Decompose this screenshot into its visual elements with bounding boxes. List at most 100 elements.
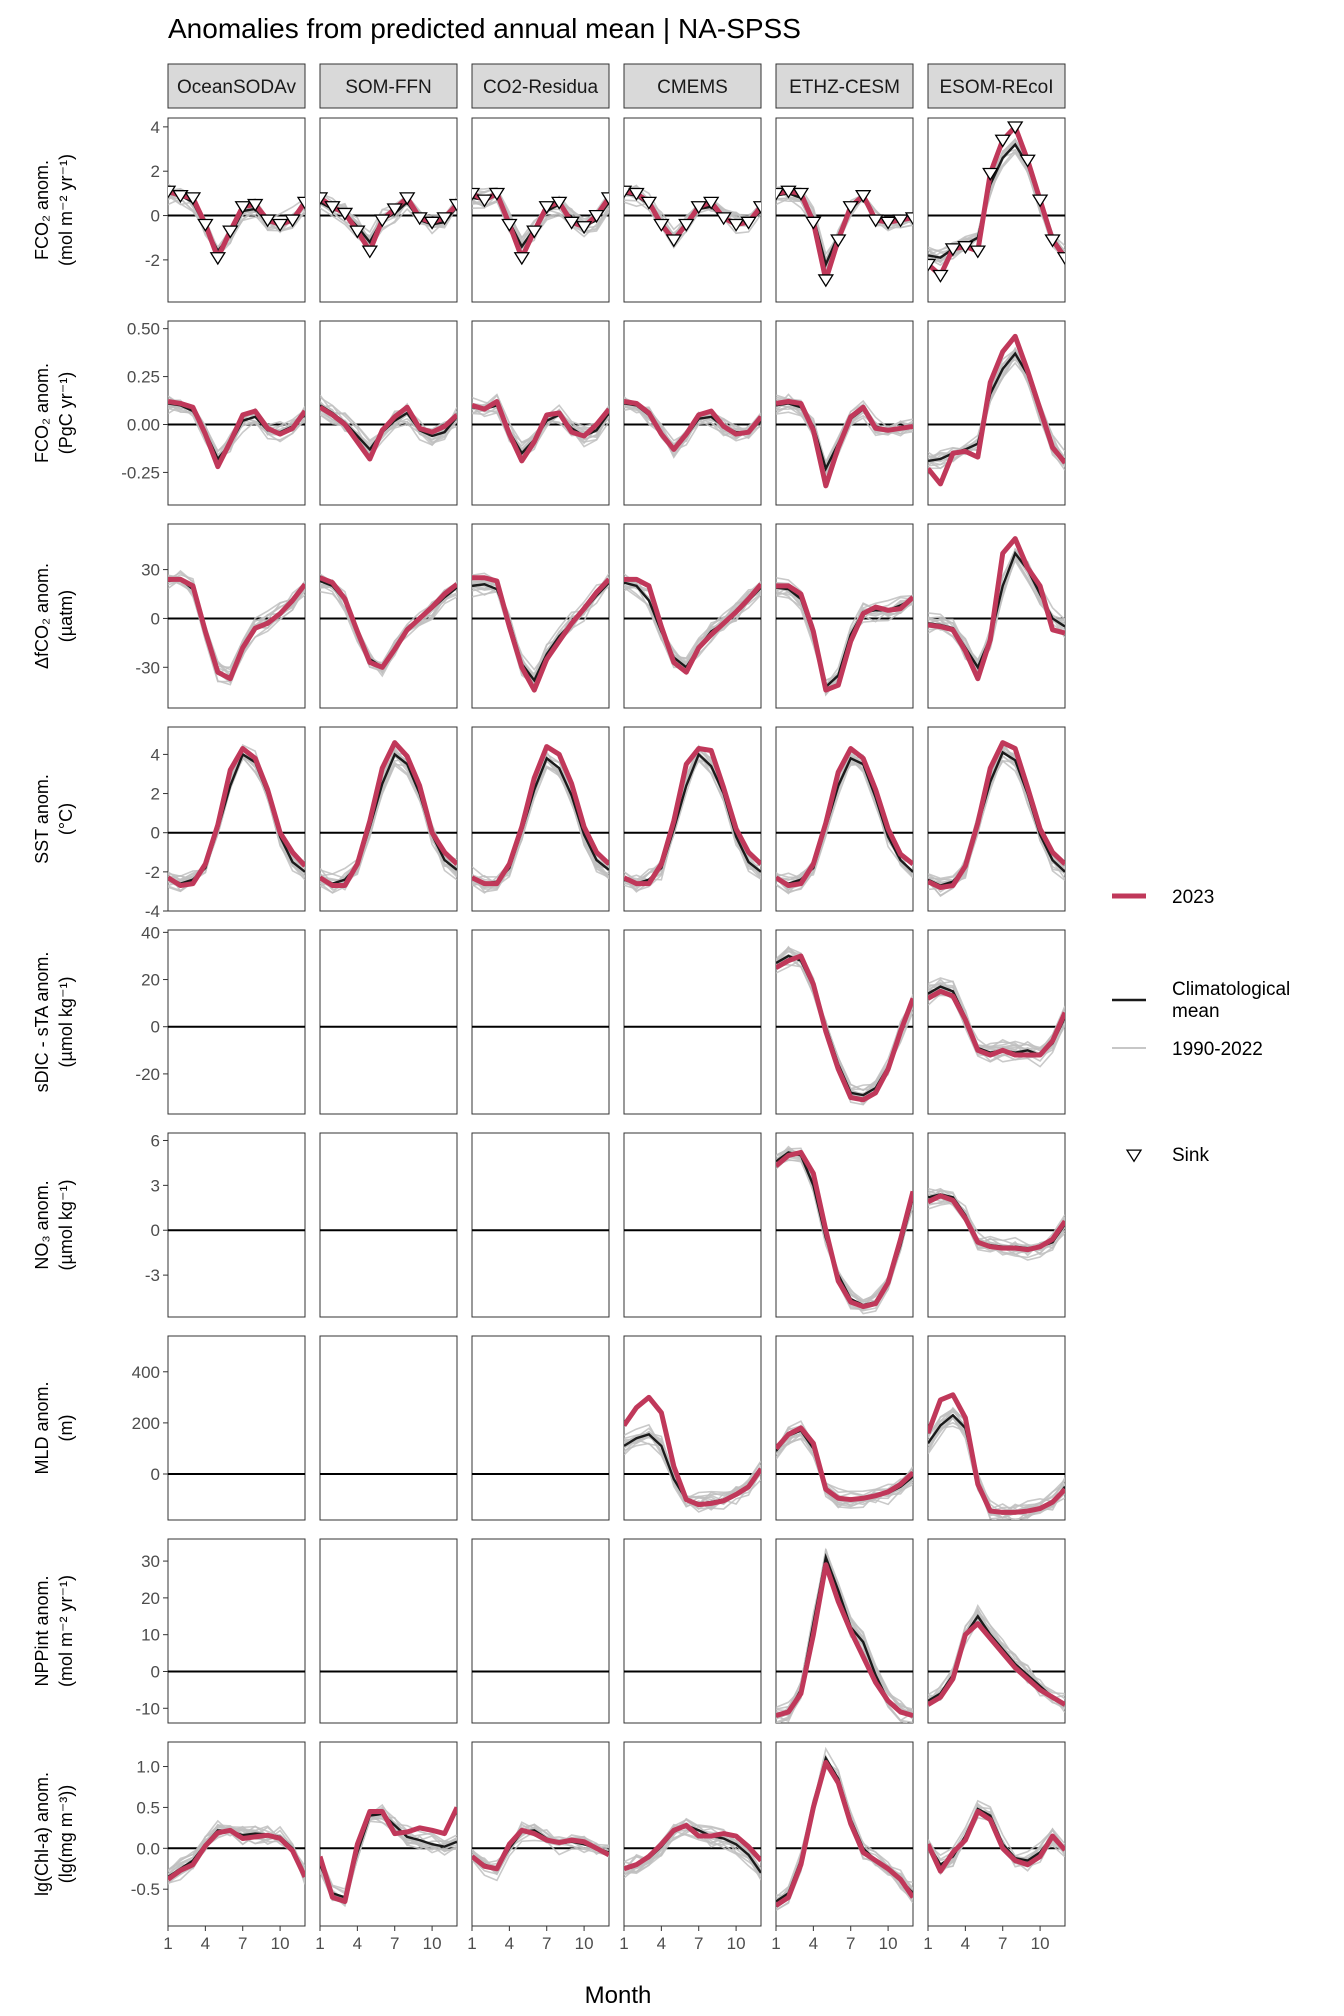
series-2023-line <box>928 1809 1065 1874</box>
series-2023-line <box>320 740 457 889</box>
series-2023-line <box>472 1827 609 1872</box>
series-2023-line <box>928 1193 1065 1253</box>
series-2023-line <box>168 1827 305 1882</box>
sink-marker <box>665 234 682 248</box>
sink-marker <box>234 201 251 215</box>
facet-panel <box>927 320 1066 506</box>
sink-marker <box>324 201 341 215</box>
panel-frame <box>167 523 306 709</box>
sink-marker <box>776 187 785 201</box>
x-tick-label: 10 <box>727 1934 746 1953</box>
series-2023-line <box>320 1806 457 1904</box>
panel-frame <box>319 523 458 709</box>
sink-marker <box>172 190 189 204</box>
panel-frame <box>319 929 458 1115</box>
sink-marker <box>374 214 391 228</box>
series-2023-line <box>472 744 609 887</box>
sink-marker <box>361 245 378 259</box>
y-tick-label: 0 <box>151 1221 160 1240</box>
sink-marker <box>472 187 481 201</box>
sink-marker <box>678 218 695 232</box>
panel-frame <box>623 1538 762 1724</box>
sink-marker <box>386 203 403 217</box>
facet-strip-box <box>775 63 914 109</box>
panel-grid: OceanSODAv SOM-FFN CO2-Residua CMEMS ETHZ-CE… <box>32 63 1066 1953</box>
sink-marker <box>575 221 593 235</box>
panel-frame <box>167 1132 306 1318</box>
x-tick-label: 4 <box>809 1934 818 1953</box>
facet-panel <box>623 929 762 1115</box>
panel-frame <box>471 929 610 1115</box>
sink-marker <box>488 187 506 201</box>
sink-marker <box>957 241 974 255</box>
history-line <box>472 1823 609 1866</box>
climatological-mean-line <box>928 750 1065 887</box>
facet-panel <box>927 929 1066 1115</box>
x-tick-label: 1 <box>923 1934 932 1953</box>
series-2023-line <box>928 536 1065 682</box>
facet-panel <box>927 117 1066 303</box>
facet-panel <box>775 117 914 303</box>
sink-marker <box>399 192 416 206</box>
sink-marker <box>855 190 872 204</box>
facet-panel <box>927 1335 1066 1521</box>
facet-strip: OceanSODAv <box>167 63 306 109</box>
y-tick-label: -2 <box>145 863 160 882</box>
series-2023-line <box>320 575 457 670</box>
x-tick-label: 7 <box>542 1934 551 1953</box>
facet-panel <box>167 1335 306 1521</box>
facet-panel <box>167 929 306 1115</box>
sink-marker <box>563 216 580 230</box>
sink-marker <box>588 209 605 224</box>
sink-marker <box>817 274 834 288</box>
series-2023-line <box>776 1562 913 1719</box>
series-2023-line <box>168 746 305 889</box>
y-axis-title: ΔfCO₂ anom. (µatm) <box>32 563 76 669</box>
x-tick-label: 4 <box>505 1934 514 1953</box>
sink-marker <box>892 214 909 228</box>
series-2023-line <box>928 1621 1065 1707</box>
sink-marker <box>640 196 658 210</box>
sink-marker <box>805 216 822 230</box>
series-2023-line <box>776 746 913 889</box>
facet-panel <box>167 523 306 709</box>
facet-panel <box>775 929 914 1115</box>
y-tick-label: -0.5 <box>131 1880 160 1899</box>
sink-marker <box>284 214 301 228</box>
history-line <box>168 405 305 465</box>
y-tick-label: -30 <box>135 658 160 677</box>
series-2023-line <box>776 953 913 1103</box>
sink-marker <box>476 194 493 208</box>
y-tick-label: 4 <box>151 745 160 764</box>
y-tick-label: 0 <box>151 1662 160 1681</box>
sink-marker <box>752 201 761 215</box>
facet-panel <box>623 1132 762 1318</box>
series-2023-line <box>624 576 761 675</box>
y-tick-label: 6 <box>151 1131 160 1150</box>
panel-frame <box>167 1538 306 1724</box>
y-tick-label: 40 <box>141 923 160 942</box>
sink-marker <box>1019 154 1036 168</box>
facet-panel <box>927 726 1066 912</box>
facet-panel <box>471 523 610 709</box>
x-tick-label: 1 <box>315 1934 324 1953</box>
climatological-mean-line <box>776 756 913 885</box>
panel-frame <box>167 117 306 303</box>
facet-panel <box>623 117 762 303</box>
sink-marker <box>247 198 264 212</box>
facet-panel <box>319 320 458 506</box>
sink-marker <box>501 218 518 232</box>
x-axis-title: Month <box>585 1982 652 2009</box>
series-2023-line <box>624 399 761 452</box>
y-tick-label: 0.50 <box>127 320 160 339</box>
facet-panel <box>167 117 306 303</box>
facet-panel <box>775 320 914 506</box>
facet-strip-label: ESOM-REcoI <box>939 77 1053 98</box>
history-line <box>320 752 457 886</box>
facet-panel <box>319 117 458 303</box>
facet-strip-box <box>471 63 610 109</box>
y-tick-label: -4 <box>145 902 160 921</box>
x-tick-label: 1 <box>771 1934 780 1953</box>
history-line <box>928 1799 1065 1857</box>
sink-marker <box>628 187 645 201</box>
